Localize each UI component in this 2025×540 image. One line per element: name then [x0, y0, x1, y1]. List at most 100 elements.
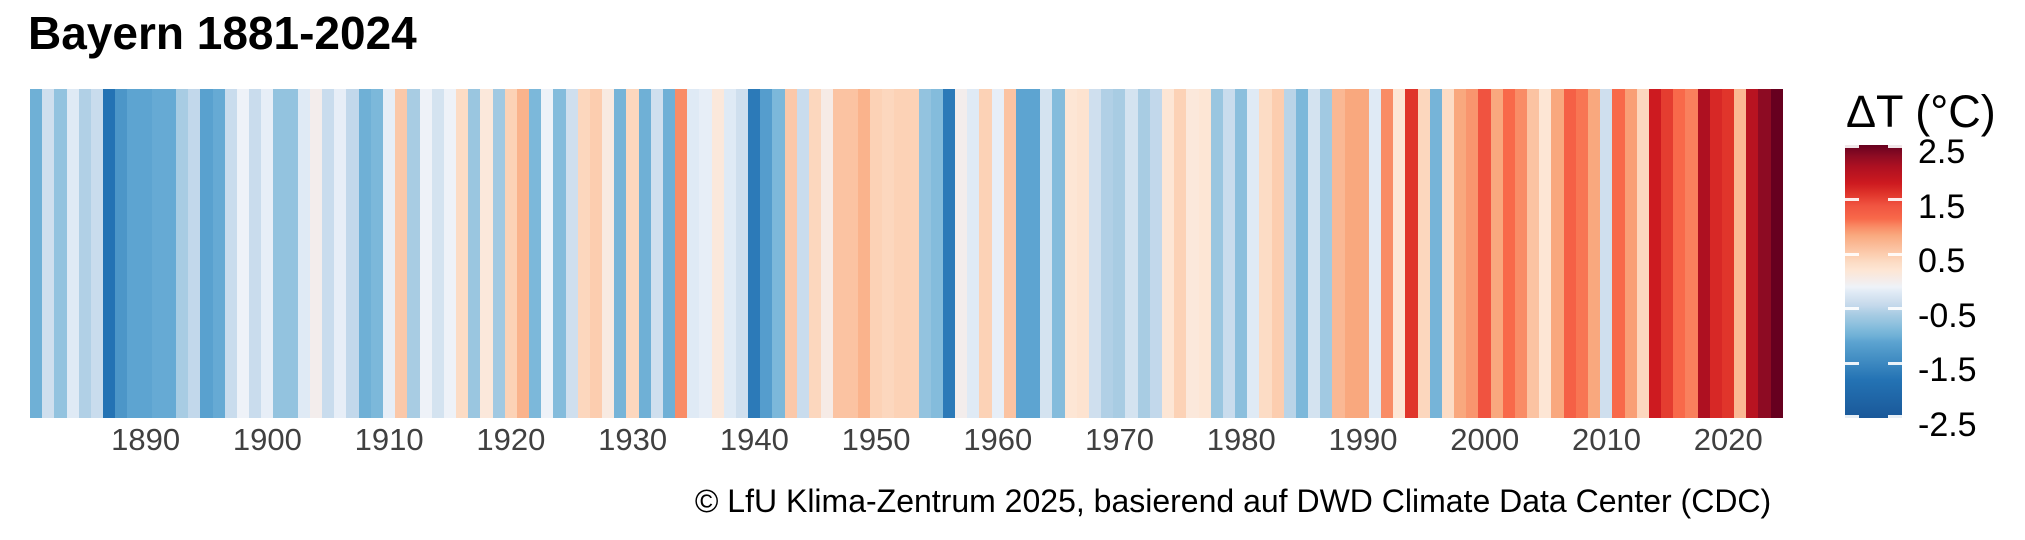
year-stripe [188, 89, 201, 418]
year-stripe [918, 89, 931, 418]
year-stripe [760, 89, 773, 418]
year-stripe [224, 89, 237, 418]
colorbar-tick-label: 0.5 [1918, 242, 1966, 281]
year-stripe [687, 89, 700, 418]
year-stripe [1101, 89, 1114, 418]
x-axis-tick-label: 1990 [1328, 422, 1398, 457]
colorbar-gradient [1845, 145, 1902, 418]
x-axis-tick-label: 1980 [1206, 422, 1276, 457]
year-stripe [529, 89, 542, 418]
year-stripe [869, 89, 883, 418]
x-axis-tick-label: 1970 [1085, 422, 1155, 457]
year-stripe [127, 89, 140, 418]
year-stripe [309, 89, 323, 418]
year-stripe [699, 89, 712, 418]
year-stripe [1454, 89, 1467, 418]
x-axis-tick-label: 2010 [1571, 422, 1641, 457]
credit-text: © LfU Klima-Zentrum 2025, basierend auf … [694, 483, 1772, 519]
year-stripe [1770, 89, 1783, 418]
colorbar-tick-mark [1888, 198, 1902, 202]
year-stripe [176, 89, 189, 418]
year-stripe [1746, 89, 1759, 418]
year-stripe [748, 89, 761, 418]
year-stripe [1575, 89, 1588, 418]
year-stripe [1040, 89, 1053, 418]
year-stripe [1088, 89, 1102, 418]
year-stripe [504, 89, 517, 418]
year-stripe [516, 89, 530, 418]
year-stripe [1381, 89, 1394, 418]
x-axis-tick-label: 1950 [841, 422, 911, 457]
year-stripe [1332, 89, 1345, 418]
x-axis-tick-label: 1890 [111, 422, 181, 457]
year-stripe [42, 89, 55, 418]
year-stripe [662, 89, 676, 418]
year-stripe [443, 89, 457, 418]
year-stripe [236, 89, 250, 418]
year-stripe [1527, 89, 1540, 418]
year-stripe [1490, 89, 1503, 418]
year-stripe [1588, 89, 1601, 418]
year-stripe [602, 89, 615, 418]
year-stripe [1125, 89, 1138, 418]
year-stripe [1210, 89, 1223, 418]
year-stripe [1648, 89, 1662, 418]
colorbar-tick-mark [1888, 361, 1902, 365]
year-stripe [711, 89, 724, 418]
year-stripe [103, 89, 116, 418]
year-stripe [942, 89, 956, 418]
year-stripe [480, 89, 493, 418]
year-stripe [1295, 89, 1309, 418]
colorbar-tick-label: 2.5 [1918, 133, 1966, 171]
year-stripe [1113, 89, 1126, 418]
year-stripe [1661, 89, 1674, 418]
year-stripe [1514, 89, 1528, 418]
year-stripe [541, 89, 554, 418]
year-stripe [650, 89, 663, 418]
x-axis-tick-label: 1900 [232, 422, 302, 457]
year-stripe [297, 89, 310, 418]
year-stripe [1478, 89, 1491, 418]
year-stripe [882, 89, 895, 418]
year-stripe [115, 89, 128, 418]
year-stripe [1502, 89, 1515, 418]
year-stripe [1320, 89, 1333, 418]
x-axis-tick-label: 1920 [476, 422, 546, 457]
year-stripe [66, 89, 79, 418]
colorbar-tick-mark [1845, 361, 1859, 365]
year-stripe [565, 89, 578, 418]
year-stripe [809, 89, 822, 418]
year-stripe [249, 89, 262, 418]
colorbar-tick-mark [1845, 252, 1859, 256]
colorbar-tick-mark [1888, 307, 1902, 311]
colorbar-tick-mark [1845, 415, 1859, 418]
year-stripe [979, 89, 992, 418]
year-stripe [955, 89, 968, 418]
colorbar-title: ΔT (°C) [1846, 86, 1996, 137]
year-stripe [139, 89, 152, 418]
year-stripe [1271, 89, 1284, 418]
year-stripe [1685, 89, 1698, 418]
year-stripe [1563, 89, 1576, 418]
year-stripe [1636, 89, 1649, 418]
year-stripe [1539, 89, 1552, 418]
year-stripe [1356, 89, 1369, 418]
year-stripe [212, 89, 225, 418]
warming-stripes [30, 89, 1783, 418]
year-stripe [1758, 89, 1771, 418]
year-stripe [468, 89, 481, 418]
year-stripe [930, 89, 943, 418]
year-stripe [906, 89, 919, 418]
colorbar-tick-mark [1888, 252, 1902, 256]
year-stripe [735, 89, 749, 418]
year-stripe [638, 89, 651, 418]
year-stripe [1721, 89, 1735, 418]
year-stripe [1466, 89, 1479, 418]
year-stripe [796, 89, 809, 418]
year-stripe [1259, 89, 1272, 418]
colorbar-tick-label: -0.5 [1918, 296, 1977, 335]
year-stripe [1600, 89, 1613, 418]
colorbar-tick-label: -2.5 [1918, 406, 1977, 444]
year-stripe [382, 89, 396, 418]
